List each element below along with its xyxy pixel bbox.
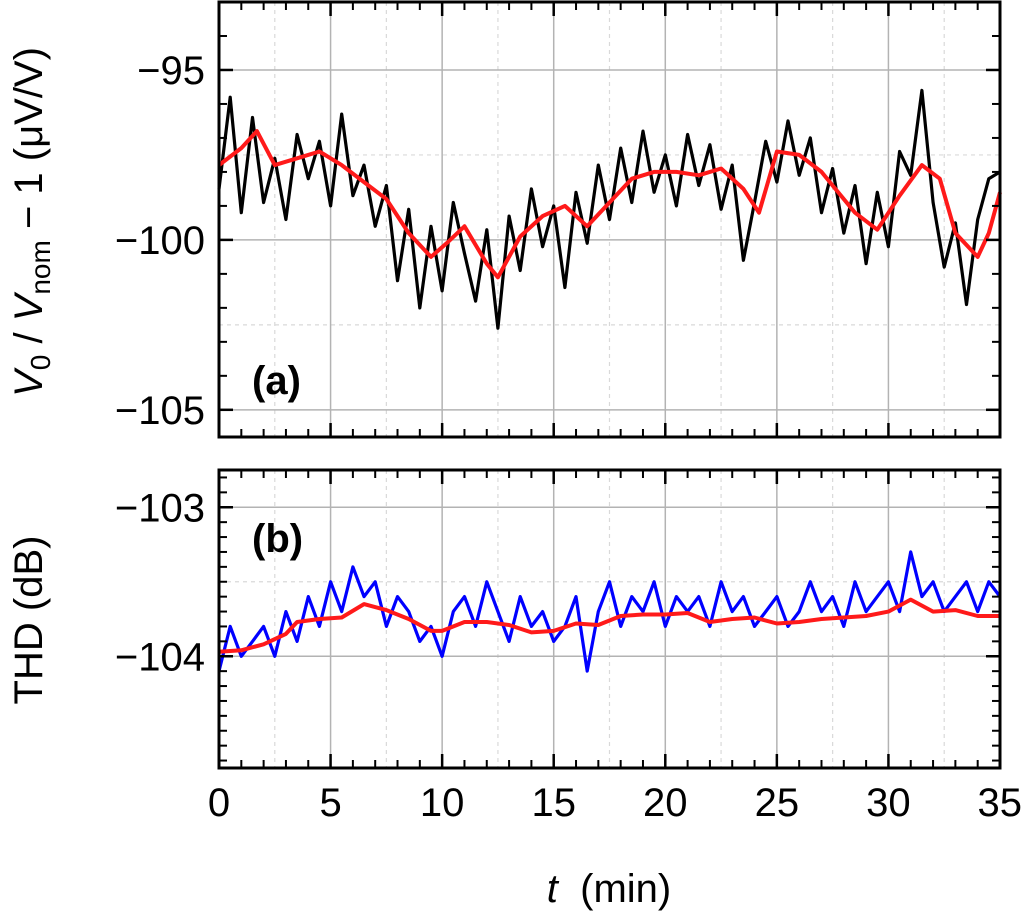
- panel-a: −95 −100 −105 (a) V0 / Vnom − 1 (μV/V): [7, 0, 1002, 439]
- x-tick-label: 30: [866, 781, 911, 825]
- panel-b: −103 −104 0 5 10 15 20 25 30 35 (b) THD (dB) t (m…: [7, 468, 1023, 911]
- y-tick-label: −105: [115, 389, 205, 433]
- panel-a-y-axis-label: V0 / Vnom − 1 (μV/V): [7, 47, 56, 397]
- raw-series-line: [217, 550, 1002, 673]
- x-tick-label: 20: [643, 781, 688, 825]
- x-tick-label: 15: [531, 781, 576, 825]
- y-tick-label: −100: [115, 219, 205, 263]
- y-tick-label: −103: [115, 486, 205, 530]
- panel-a-frame: [217, 0, 1002, 439]
- panel-b-series: [217, 550, 1002, 673]
- x-tick-label: 5: [319, 781, 341, 825]
- panel-b-label: (b): [252, 517, 303, 561]
- panel-a-grid: [219, 2, 1000, 437]
- smoothed-series-line: [217, 129, 1002, 280]
- smoothed-series-line: [218, 597, 1000, 654]
- x-axis-label: t (min): [547, 867, 671, 911]
- panel-a-ticks: −95 −100 −105: [115, 1, 1002, 437]
- x-tick-label: 0: [208, 781, 230, 825]
- panel-b-frame: [217, 468, 1002, 770]
- y-tick-label: −104: [115, 635, 205, 679]
- panel-a-series: [217, 88, 1002, 330]
- x-tick-label: 10: [420, 781, 465, 825]
- x-tick-label: 35: [978, 781, 1023, 825]
- panel-a-label: (a): [252, 359, 301, 403]
- panel-b-y-axis-label: THD (dB): [7, 536, 51, 705]
- y-tick-label: −95: [137, 49, 205, 93]
- x-tick-label: 25: [755, 781, 800, 825]
